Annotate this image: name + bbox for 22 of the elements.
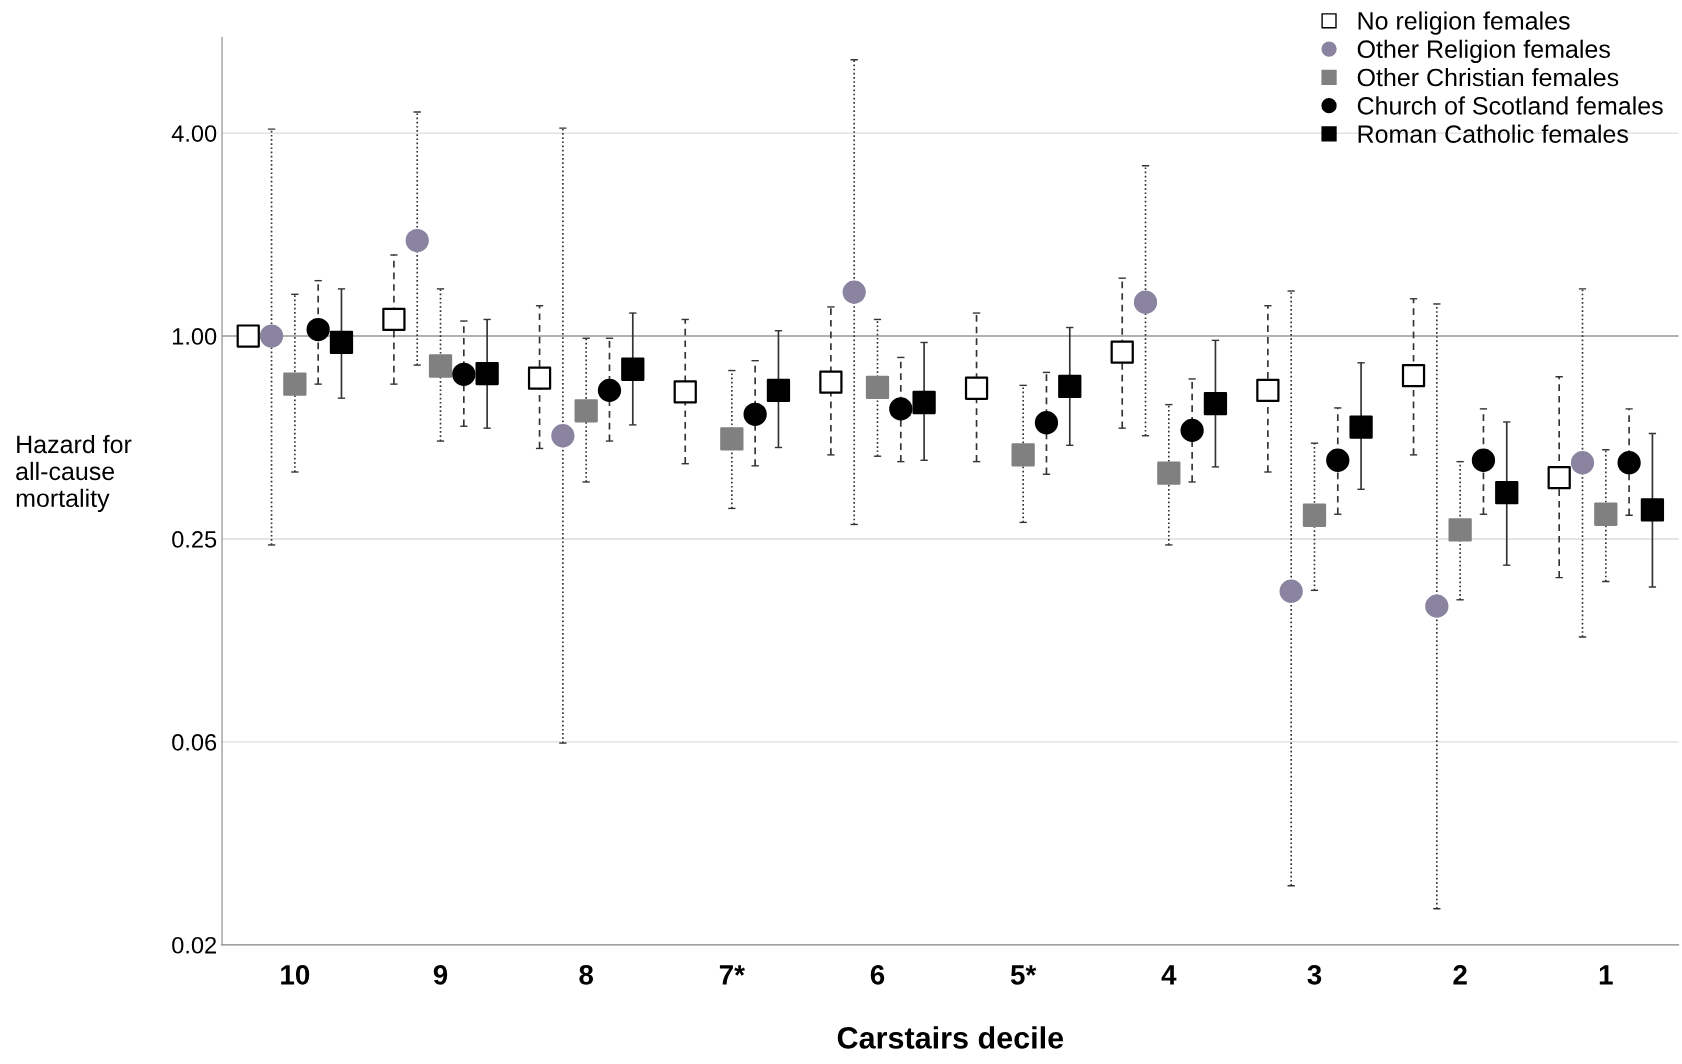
x-tick-label: 7* bbox=[719, 965, 745, 985]
y-tick-label: 4.00 bbox=[171, 125, 217, 142]
x-tick-label: 4 bbox=[1161, 965, 1177, 985]
y-axis-title: Hazard for all-cause mortality bbox=[16, 434, 132, 513]
x-tick-label: 8 bbox=[579, 965, 594, 985]
x-tick-label: 9 bbox=[433, 965, 448, 985]
x-axis-title: Carstairs decile bbox=[837, 1026, 1064, 1049]
x-tick-label: 10 bbox=[281, 965, 310, 985]
y-tick-label: 1.00 bbox=[173, 328, 217, 345]
y-tick-label: 0.25 bbox=[172, 531, 217, 548]
x-tick-label: 2 bbox=[1453, 965, 1467, 985]
y-tick-label: 0.02 bbox=[172, 936, 216, 954]
x-tick-label: 1 bbox=[1599, 965, 1613, 985]
legend-label: Roman Catholic females bbox=[1358, 124, 1628, 143]
x-tick-label: 3 bbox=[1307, 965, 1322, 985]
legend-label: Other Christian females bbox=[1357, 68, 1619, 87]
legend-label: No religion females bbox=[1358, 11, 1570, 35]
x-tick-label: 6 bbox=[870, 965, 885, 985]
legend-label: Other Religion females bbox=[1357, 39, 1610, 64]
legend-label: Church of Scotland females bbox=[1357, 96, 1663, 115]
x-tick-label: 5* bbox=[1010, 965, 1037, 985]
y-tick-label: 0.06 bbox=[172, 733, 217, 751]
